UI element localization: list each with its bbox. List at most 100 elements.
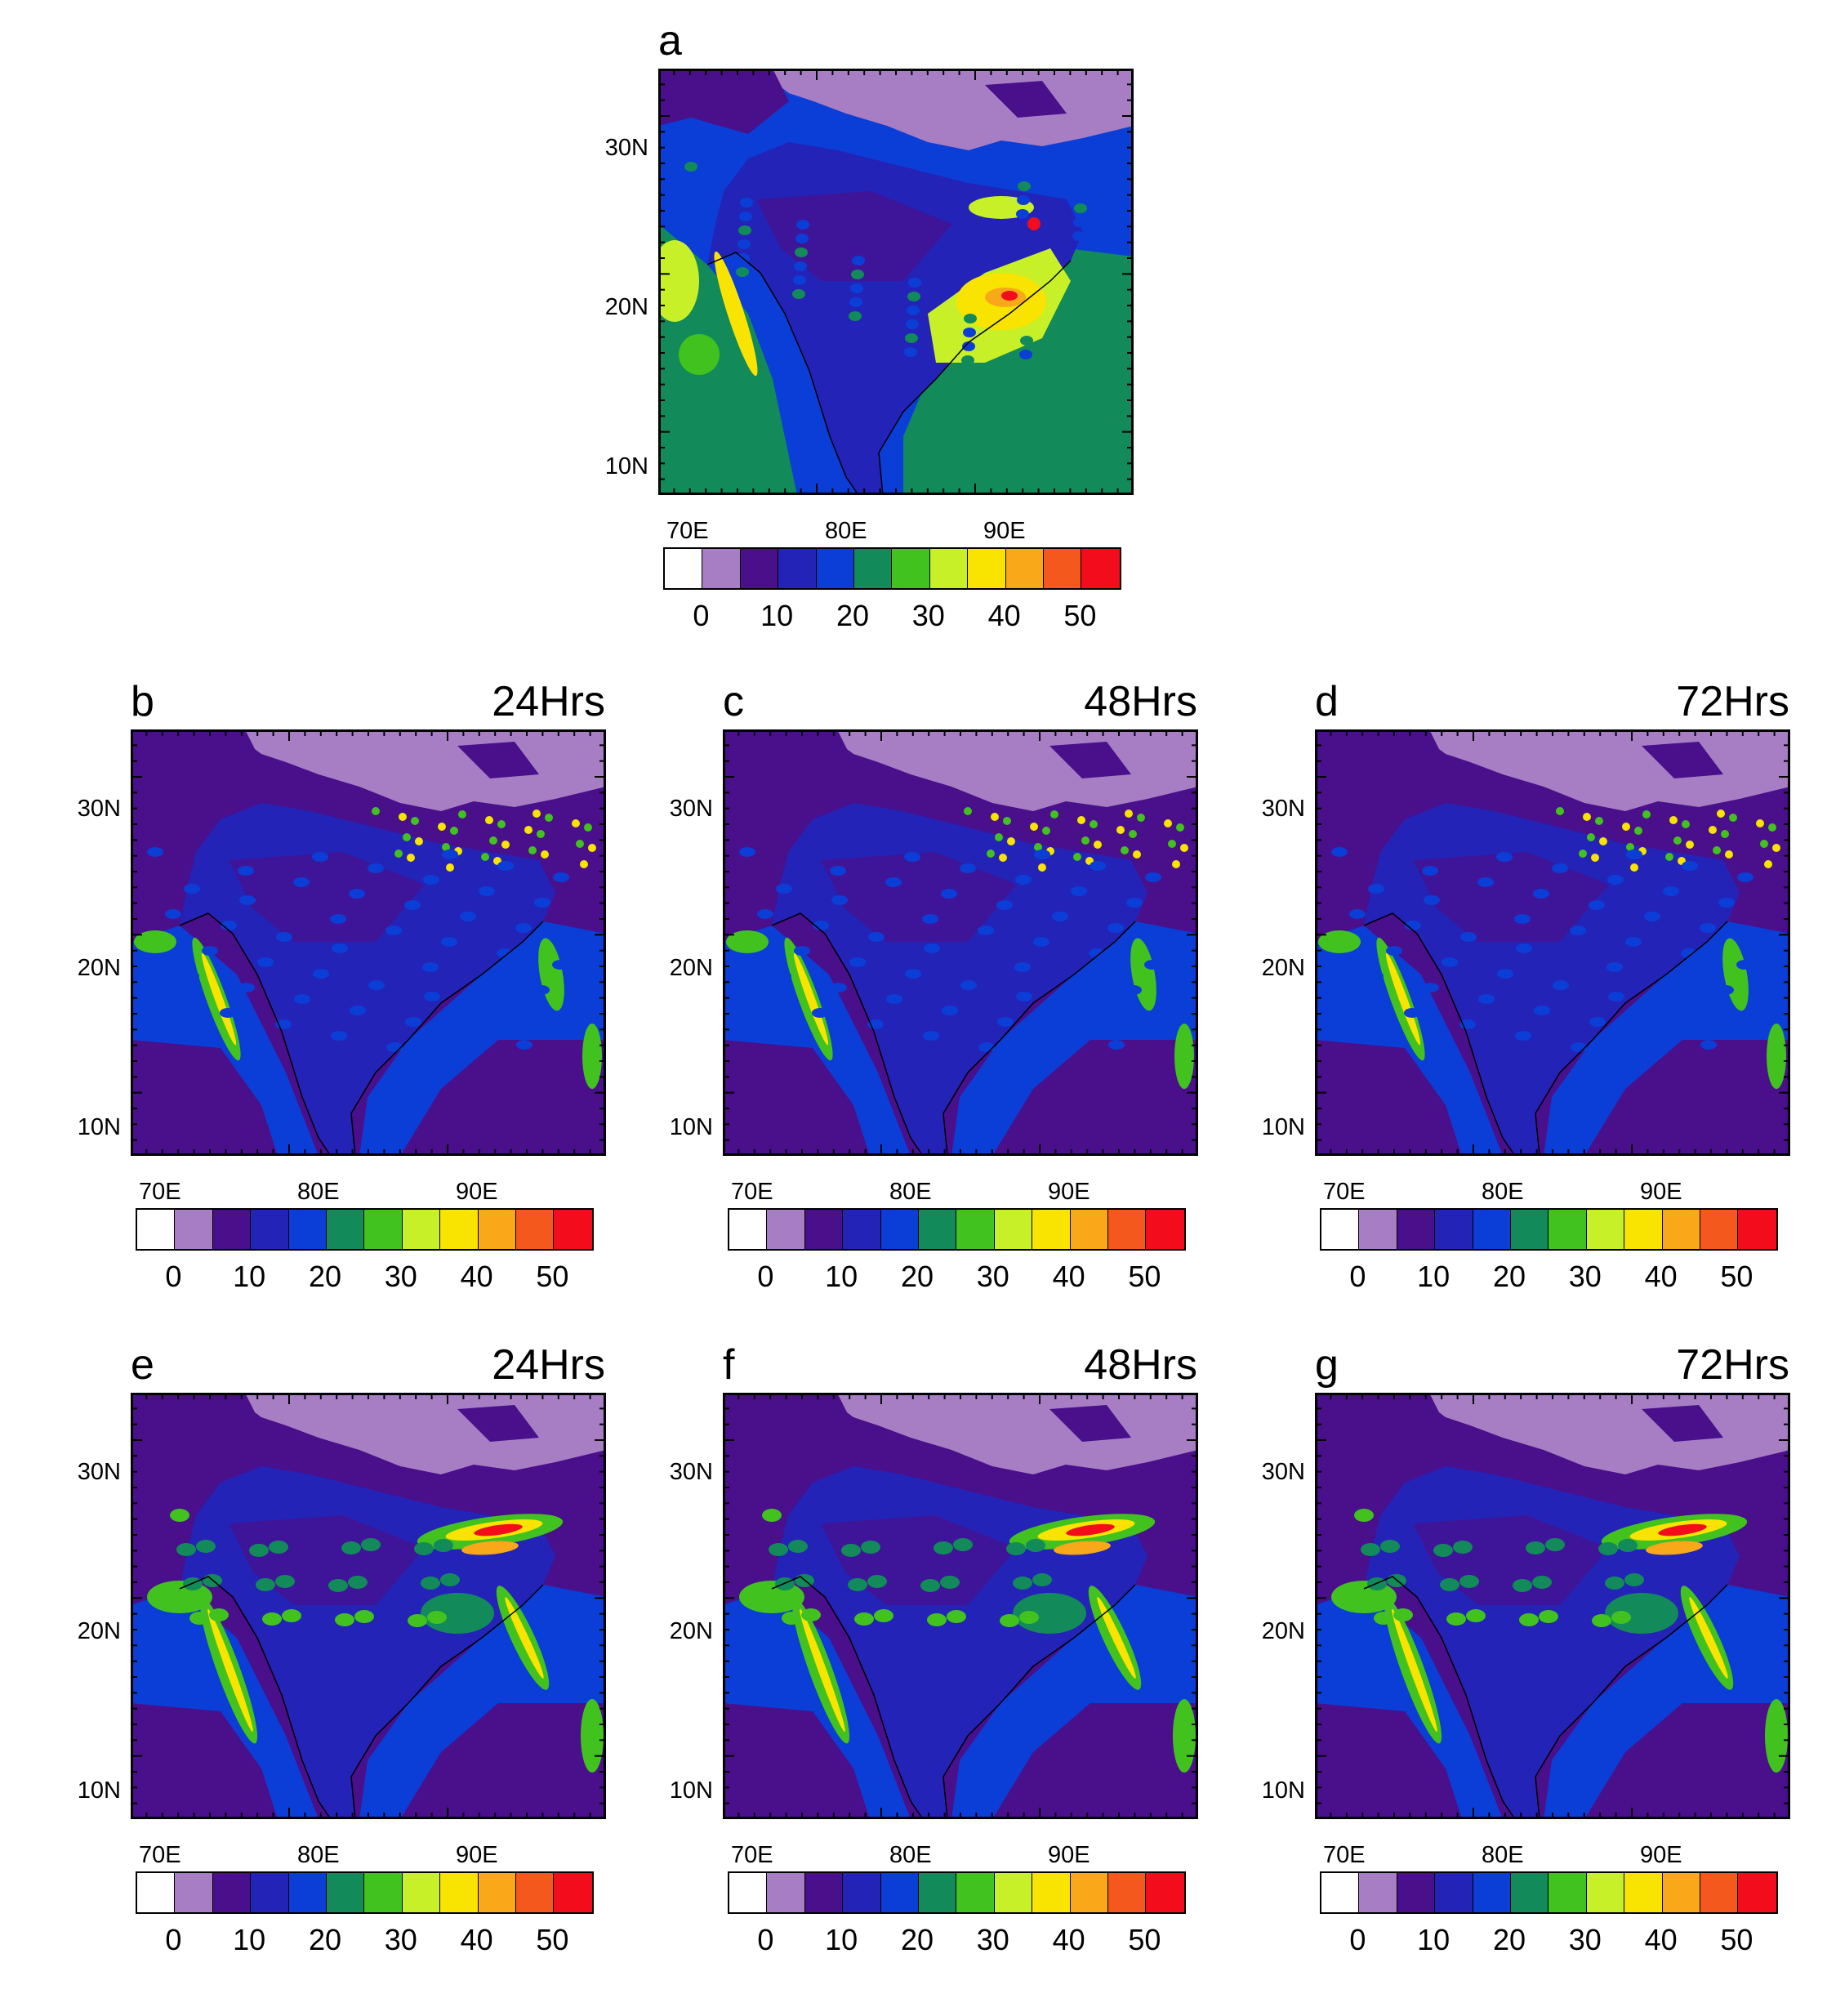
- colorbar-cell: [1700, 1210, 1739, 1249]
- colorbar: [1320, 1871, 1778, 1914]
- lon-label: 80E: [297, 1179, 340, 1205]
- panel-d: d 72Hrs 30N 20N 10N 70E 80E 90E 0 10 20 30 40 50: [1262, 678, 1827, 1318]
- colorbar-cell: [515, 1873, 555, 1912]
- panel-letter: b: [131, 678, 154, 725]
- colorbar-label: 20: [1492, 1260, 1526, 1293]
- colorbar-cell: [1435, 1210, 1473, 1249]
- colorbar-cell: [478, 1873, 516, 1912]
- colorbar-cell: [554, 1210, 592, 1249]
- rainfall-map: [1315, 1393, 1790, 1819]
- lon-label: 70E: [731, 1842, 773, 1868]
- colorbar-label: 40: [1644, 1260, 1678, 1293]
- colorbar-cell: [1032, 1873, 1071, 1912]
- lon-label: 70E: [731, 1179, 773, 1205]
- colorbar: [136, 1871, 594, 1914]
- colorbar-label: 30: [1568, 1923, 1602, 1956]
- lat-label: 30N: [77, 1459, 121, 1485]
- lon-label: 90E: [1048, 1842, 1090, 1868]
- colorbar-cell: [1070, 1210, 1108, 1249]
- lat-label: 20N: [669, 1618, 713, 1644]
- colorbar-label: 50: [1720, 1260, 1753, 1293]
- lon-label: 90E: [456, 1842, 498, 1868]
- colorbar-cell: [1473, 1210, 1511, 1249]
- lon-label: 80E: [889, 1179, 932, 1205]
- colorbar-label: 10: [1417, 1923, 1450, 1956]
- rainfall-map: [723, 1393, 1198, 1819]
- colorbar: [728, 1871, 1186, 1914]
- lat-label: 30N: [604, 135, 648, 161]
- colorbar-cell: [1397, 1210, 1436, 1249]
- panel-time: 24Hrs: [492, 678, 605, 725]
- colorbar-cell: [778, 549, 817, 588]
- colorbar-cell: [1738, 1873, 1776, 1912]
- lon-label: 80E: [1482, 1842, 1524, 1868]
- colorbar-cell: [364, 1210, 403, 1249]
- colorbar-cell: [929, 549, 969, 588]
- lat-label: 10N: [669, 1777, 713, 1804]
- lat-label: 10N: [77, 1114, 121, 1140]
- colorbar-cell: [1435, 1873, 1473, 1912]
- map-plot: [723, 1393, 1198, 1819]
- colorbar-cell: [804, 1210, 844, 1249]
- lon-label: 70E: [1323, 1842, 1366, 1868]
- panel-letter: e: [131, 1341, 154, 1389]
- colorbar-cell: [740, 549, 779, 588]
- colorbar-cell: [1397, 1873, 1436, 1912]
- colorbar-cell: [1032, 1210, 1071, 1249]
- colorbar-cell: [402, 1210, 441, 1249]
- colorbar-cell: [1107, 1873, 1147, 1912]
- colorbar: [663, 547, 1121, 590]
- lon-label: 80E: [1482, 1179, 1524, 1205]
- colorbar-cell: [1738, 1210, 1776, 1249]
- colorbar-label: 50: [1128, 1260, 1161, 1293]
- colorbar-label: 10: [825, 1260, 858, 1293]
- colorbar-cell: [994, 1210, 1033, 1249]
- colorbar-cell: [1070, 1873, 1108, 1912]
- map-plot: [658, 69, 1134, 495]
- panel-letter: a: [658, 17, 682, 65]
- colorbar-cell: [212, 1873, 252, 1912]
- colorbar-cell: [1548, 1210, 1587, 1249]
- colorbar-cell: [1359, 1873, 1397, 1912]
- panel-time: 24Hrs: [492, 1341, 605, 1389]
- rainfall-map: [723, 729, 1198, 1156]
- colorbar-cell: [515, 1210, 555, 1249]
- lat-label: 30N: [1261, 1459, 1305, 1485]
- colorbar-cell: [804, 1873, 844, 1912]
- colorbar-cell: [288, 1873, 327, 1912]
- colorbar-cell: [1107, 1210, 1147, 1249]
- lon-label: 70E: [139, 1179, 181, 1205]
- colorbar-label: 50: [536, 1260, 569, 1293]
- lon-label: 90E: [1640, 1179, 1682, 1205]
- colorbar-label: 30: [976, 1923, 1009, 1956]
- panel-time: 48Hrs: [1084, 678, 1197, 725]
- colorbar-label: 10: [760, 599, 794, 632]
- colorbar-label: 20: [308, 1260, 342, 1293]
- lat-label: 20N: [1261, 955, 1305, 981]
- colorbar-cell: [1662, 1873, 1700, 1912]
- colorbar-cell: [1662, 1210, 1700, 1249]
- colorbar-cell: [1700, 1873, 1739, 1912]
- colorbar-label: 30: [911, 599, 945, 632]
- colorbar-cell: [326, 1873, 365, 1912]
- rainfall-map: [131, 729, 606, 1156]
- rainfall-map: [131, 1393, 606, 1819]
- panel-time: 72Hrs: [1676, 678, 1789, 725]
- colorbar-cell: [729, 1210, 768, 1249]
- lat-label: 30N: [669, 1459, 713, 1485]
- colorbar-cell: [212, 1210, 252, 1249]
- colorbar-cell: [1548, 1873, 1587, 1912]
- colorbar-label: 0: [1349, 1260, 1366, 1293]
- lon-label: 80E: [825, 518, 867, 544]
- map-plot: [1315, 1393, 1790, 1819]
- panel-time: 72Hrs: [1676, 1341, 1789, 1389]
- colorbar-cell: [1586, 1210, 1625, 1249]
- colorbar: [728, 1208, 1186, 1251]
- lat-label: 10N: [604, 453, 648, 479]
- colorbar-label: 0: [165, 1923, 182, 1956]
- colorbar-cell: [1321, 1873, 1360, 1912]
- panel-letter: f: [723, 1341, 735, 1389]
- colorbar-cell: [137, 1873, 176, 1912]
- map-plot: [723, 729, 1198, 1156]
- lat-label: 10N: [77, 1777, 121, 1804]
